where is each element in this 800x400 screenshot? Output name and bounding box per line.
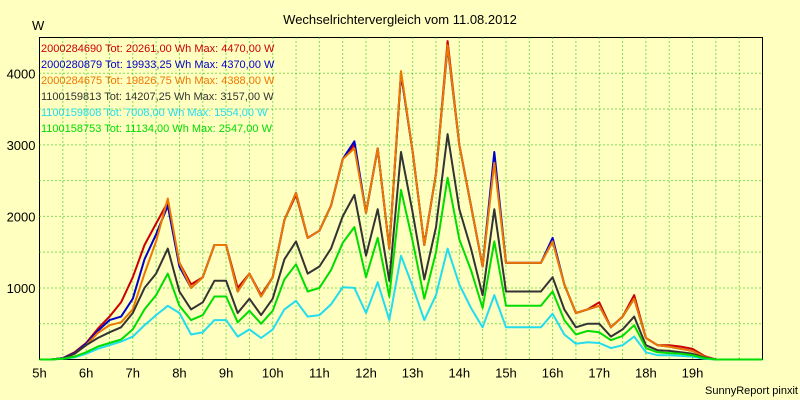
x-tick-label: 16h	[542, 366, 564, 381]
legend-entry-1: 2000284690 Tot: 20261,00 Wh Max: 4470,00…	[41, 43, 275, 55]
legend: 2000284690 Tot: 20261,00 Wh Max: 4470,00…	[41, 43, 275, 135]
series-line-4	[39, 133, 763, 361]
legend-entry-4: 1100159813 Tot: 14207,25 Wh Max: 3157,00…	[41, 91, 274, 103]
series-lines	[39, 40, 763, 361]
y-tick-label: 4000	[7, 66, 36, 81]
legend-entry-5: 1100159808 Tot: 7008,00 Wh Max: 1554,00 …	[41, 107, 268, 119]
legend-entry-2: 2000280879 Tot: 19933,25 Wh Max: 4370,00…	[41, 59, 275, 71]
legend-entry-6: 1100158753 Tot: 11134,00 Wh Max: 2547,00…	[41, 123, 273, 135]
series-line-6	[39, 176, 763, 361]
footer-credit: SunnyReport pinxit	[705, 385, 798, 397]
y-tick-label: 3000	[7, 138, 36, 153]
x-tick-label: 10h	[262, 366, 284, 381]
series-line-5	[39, 247, 763, 361]
x-tick-label: 19h	[682, 366, 704, 381]
x-tick-label: 8h	[172, 366, 186, 381]
x-tick-label: 7h	[126, 366, 140, 381]
x-tick-label: 12h	[355, 366, 377, 381]
series-line-3	[39, 44, 763, 361]
x-tick-label: 15h	[495, 366, 517, 381]
x-tick-label: 11h	[309, 366, 330, 381]
x-tick-label: 17h	[588, 366, 610, 381]
axis-labels: 1000 2000 3000 4000 5h 6h 7h 8h 9h 10h 11h 12h 13h 14…	[7, 66, 704, 380]
chart-title: Wechselrichtervergleich vom 11.08.2012	[283, 12, 517, 27]
y-tick-label: 2000	[7, 209, 36, 224]
x-tick-label: 18h	[635, 366, 657, 381]
x-tick-label: 5h	[32, 366, 46, 381]
x-tick-label: 14h	[448, 366, 470, 381]
x-tick-label: 6h	[79, 366, 93, 381]
x-tick-label: 9h	[219, 366, 233, 381]
y-tick-label: 1000	[7, 281, 36, 296]
x-tick-label: 13h	[402, 366, 424, 381]
legend-entry-3: 2000284675 Tot: 19826,75 Wh Max: 4388,00…	[41, 75, 275, 87]
y-axis-unit-label: W	[32, 18, 45, 33]
